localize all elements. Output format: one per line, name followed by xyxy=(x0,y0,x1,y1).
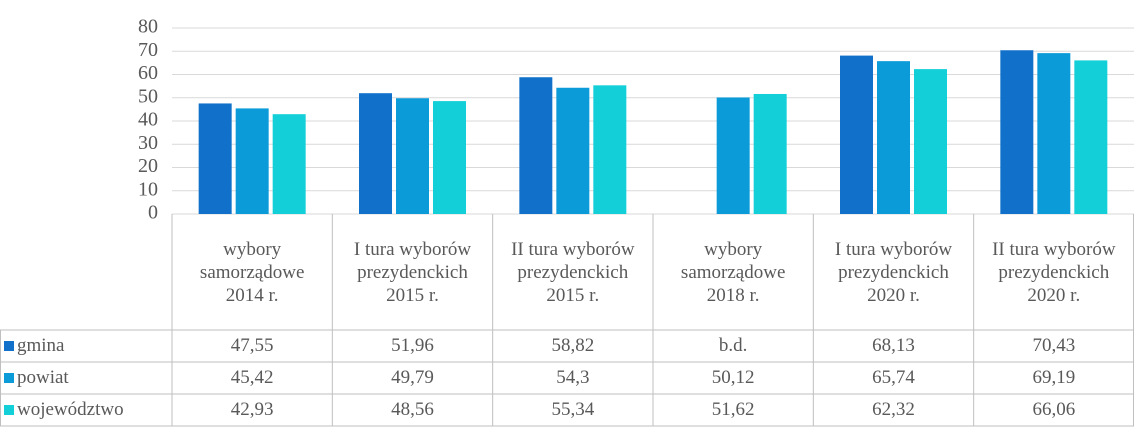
category-label: I tura wyborów prezydenckich 2015 r. xyxy=(353,238,472,306)
legend-entry: województwo xyxy=(0,394,124,426)
legend-swatch xyxy=(4,373,14,383)
legend-entry: powiat xyxy=(0,362,69,394)
bar xyxy=(235,108,269,214)
table-cell: 54,3 xyxy=(556,367,590,388)
y-tick-label: 30 xyxy=(138,132,158,154)
table-cell: 65,74 xyxy=(872,367,915,388)
y-tick-label: 10 xyxy=(138,178,158,200)
bar xyxy=(433,101,466,214)
bar xyxy=(1037,53,1071,214)
table-cell: 58,82 xyxy=(551,335,595,356)
table-cell: 48,56 xyxy=(391,399,434,420)
table-cell: 51,62 xyxy=(711,399,755,420)
category-label: wybory samorządowe 2018 r. xyxy=(680,238,786,306)
table-cell: 70,43 xyxy=(1032,335,1076,356)
y-tick-label: 40 xyxy=(138,109,158,131)
y-tick-label: 20 xyxy=(138,155,158,177)
y-tick-label: 70 xyxy=(138,39,158,61)
legend-entry: gmina xyxy=(0,330,65,362)
y-tick-label: 0 xyxy=(148,202,158,224)
category-label: II tura wyborów prezydenckich 2015 r. xyxy=(511,238,635,306)
category-label: II tura wyborów prezydenckich 2020 r. xyxy=(992,238,1116,306)
bar xyxy=(1000,50,1034,215)
legend-label: powiat xyxy=(17,367,69,388)
table-cell: 49,79 xyxy=(391,367,434,388)
category-label: wybory samorządowe 2014 r. xyxy=(199,238,305,306)
bar xyxy=(716,97,750,214)
bar xyxy=(1074,60,1108,215)
bar xyxy=(556,87,590,214)
bar xyxy=(272,114,306,214)
y-tick-label: 80 xyxy=(138,16,158,38)
table-cell: 45,42 xyxy=(230,367,274,388)
table-cell: 69,19 xyxy=(1032,367,1076,388)
category-label: I tura wyborów prezydenckich 2020 r. xyxy=(834,238,953,306)
bar xyxy=(359,93,392,214)
bar xyxy=(396,98,429,214)
table-cell: 55,34 xyxy=(551,399,595,420)
table-cell: 42,93 xyxy=(230,399,274,420)
table-cell: 50,12 xyxy=(711,367,755,388)
legend-label: województwo xyxy=(17,399,124,420)
legend-label: gmina xyxy=(17,335,65,356)
table-cell: 62,32 xyxy=(872,399,915,420)
table-cell: 47,55 xyxy=(230,335,274,356)
bar xyxy=(877,61,910,215)
y-tick-label: 60 xyxy=(138,62,158,84)
bar xyxy=(519,77,553,214)
legend-swatch xyxy=(4,341,14,351)
legend-swatch xyxy=(4,405,14,415)
bar xyxy=(914,69,947,214)
table-cell: 68,13 xyxy=(872,335,915,356)
table-cell: 66,06 xyxy=(1032,399,1076,420)
bar xyxy=(593,85,627,214)
bar xyxy=(753,93,787,214)
y-tick-label: 50 xyxy=(138,85,158,107)
table-cell: 51,96 xyxy=(391,335,434,356)
table-cell: b.d. xyxy=(718,335,748,356)
bar xyxy=(198,103,232,214)
bar xyxy=(840,55,873,215)
